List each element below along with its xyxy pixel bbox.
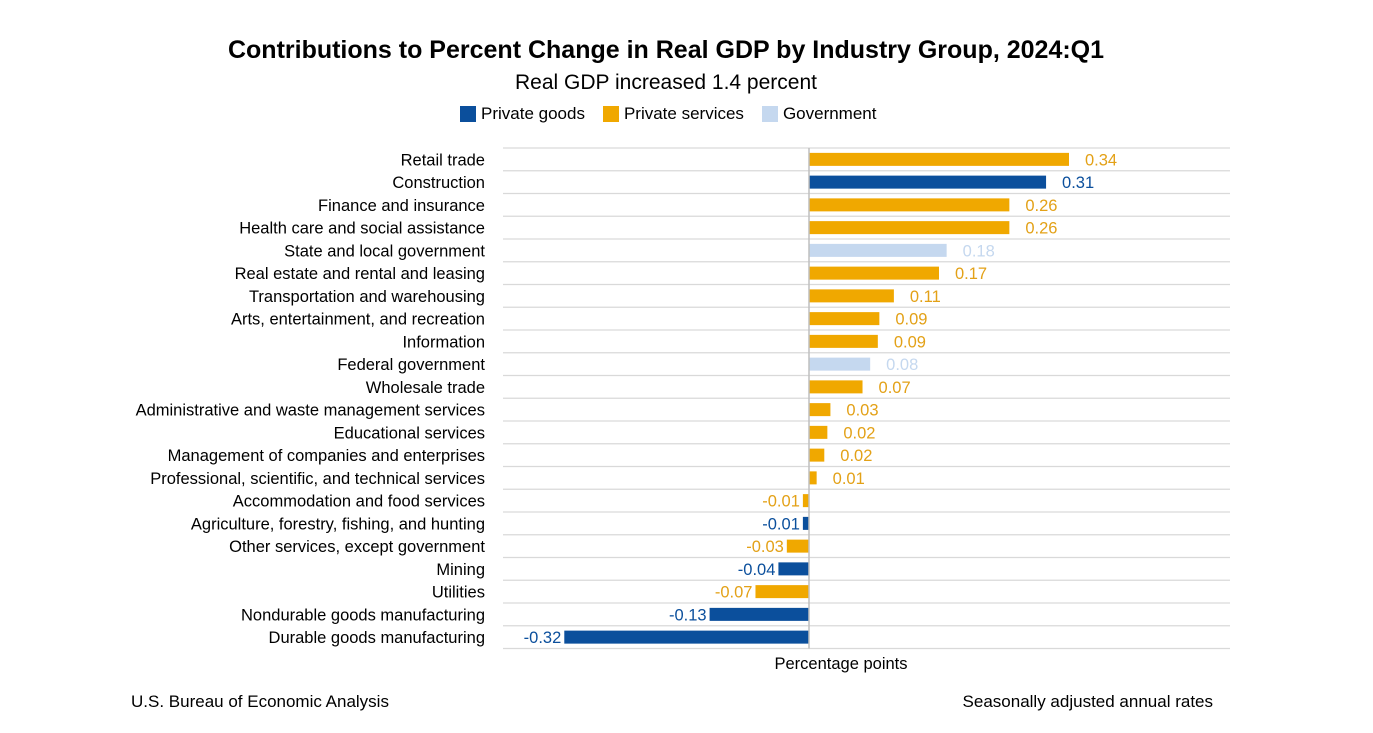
category-label: Construction (392, 174, 485, 192)
source-note: U.S. Bureau of Economic Analysis (131, 692, 389, 711)
category-label: Educational services (334, 424, 485, 442)
category-label: Accommodation and food services (233, 493, 485, 511)
bar (809, 357, 871, 371)
legend-item-private-goods: Private goods (460, 104, 585, 124)
legend-swatch-private-goods (460, 106, 476, 122)
category-label: Utilities (432, 584, 485, 602)
category-label: Arts, entertainment, and recreation (231, 311, 485, 329)
bar (809, 380, 863, 394)
bar (809, 266, 939, 280)
bar (809, 425, 828, 439)
legend-label-private-services: Private services (623, 104, 744, 123)
chart-title: Contributions to Percent Change in Real … (227, 36, 1105, 64)
category-label: Transportation and warehousing (249, 288, 485, 306)
value-label: -0.07 (715, 584, 753, 602)
category-label: Information (402, 333, 485, 351)
category-label: Agriculture, forestry, fishing, and hunt… (191, 515, 485, 533)
bar (786, 539, 809, 553)
bar (802, 494, 809, 508)
category-label: State and local government (284, 242, 485, 260)
bar (809, 175, 1047, 189)
bar (809, 403, 831, 417)
value-label: -0.04 (738, 561, 776, 579)
value-label: 0.09 (895, 311, 927, 329)
value-label: 0.02 (840, 447, 872, 465)
bar (809, 243, 947, 257)
value-label: 0.07 (879, 379, 911, 397)
chart-subtitle: Real GDP increased 1.4 percent (515, 71, 817, 94)
value-label: 0.26 (1025, 197, 1057, 215)
x-axis-label: Percentage points (774, 655, 907, 673)
category-label: Administrative and waste management serv… (136, 402, 485, 420)
value-label: 0.02 (843, 424, 875, 442)
value-label: -0.13 (669, 606, 707, 624)
bar (755, 585, 809, 599)
value-label: 0.18 (963, 242, 995, 260)
bar (809, 334, 878, 348)
category-label: Wholesale trade (366, 379, 485, 397)
value-label: 0.11 (910, 288, 941, 306)
value-label: -0.32 (524, 629, 562, 647)
category-label: Professional, scientific, and technical … (150, 470, 485, 488)
bar (809, 448, 825, 462)
category-label: Other services, except government (229, 538, 485, 556)
legend-swatch-private-services (602, 106, 619, 122)
bar (809, 152, 1069, 166)
category-label: Health care and social assistance (239, 220, 485, 238)
legend-label-private-goods: Private goods (481, 104, 585, 123)
value-label: -0.03 (746, 538, 784, 556)
bar (809, 471, 817, 485)
bar (809, 289, 894, 303)
bar (809, 312, 880, 326)
value-label: 0.01 (833, 470, 865, 488)
category-label: Management of companies and enterprises (168, 447, 485, 465)
value-label: 0.03 (846, 402, 878, 420)
rate-note: Seasonally adjusted annual rates (962, 692, 1213, 711)
legend-swatch-government (761, 106, 778, 122)
legend: Private goods Private services Governmen… (460, 104, 894, 124)
value-label: 0.26 (1025, 220, 1057, 238)
value-label: 0.34 (1085, 151, 1117, 169)
bar (809, 221, 1010, 235)
bar (809, 198, 1010, 212)
category-label: Nondurable goods manufacturing (241, 606, 485, 624)
bar (564, 630, 809, 644)
value-label: 0.09 (894, 333, 926, 351)
legend-item-private-services: Private services (602, 104, 744, 124)
category-label: Finance and insurance (318, 197, 485, 215)
value-label: -0.01 (762, 493, 800, 511)
value-label: 0.31 (1062, 174, 1094, 192)
legend-label-government: Government (782, 104, 877, 123)
category-label: Mining (436, 561, 485, 579)
value-label: 0.17 (955, 265, 987, 283)
category-label: Real estate and rental and leasing (235, 265, 485, 283)
bar (778, 562, 809, 576)
value-label: 0.08 (886, 356, 918, 374)
category-label: Retail trade (401, 151, 485, 169)
category-label: Federal government (337, 356, 485, 374)
category-label: Durable goods manufacturing (269, 629, 485, 647)
value-label: -0.01 (762, 515, 800, 533)
legend-item-government: Government (761, 104, 877, 124)
bar (802, 516, 809, 530)
bar (709, 607, 809, 621)
